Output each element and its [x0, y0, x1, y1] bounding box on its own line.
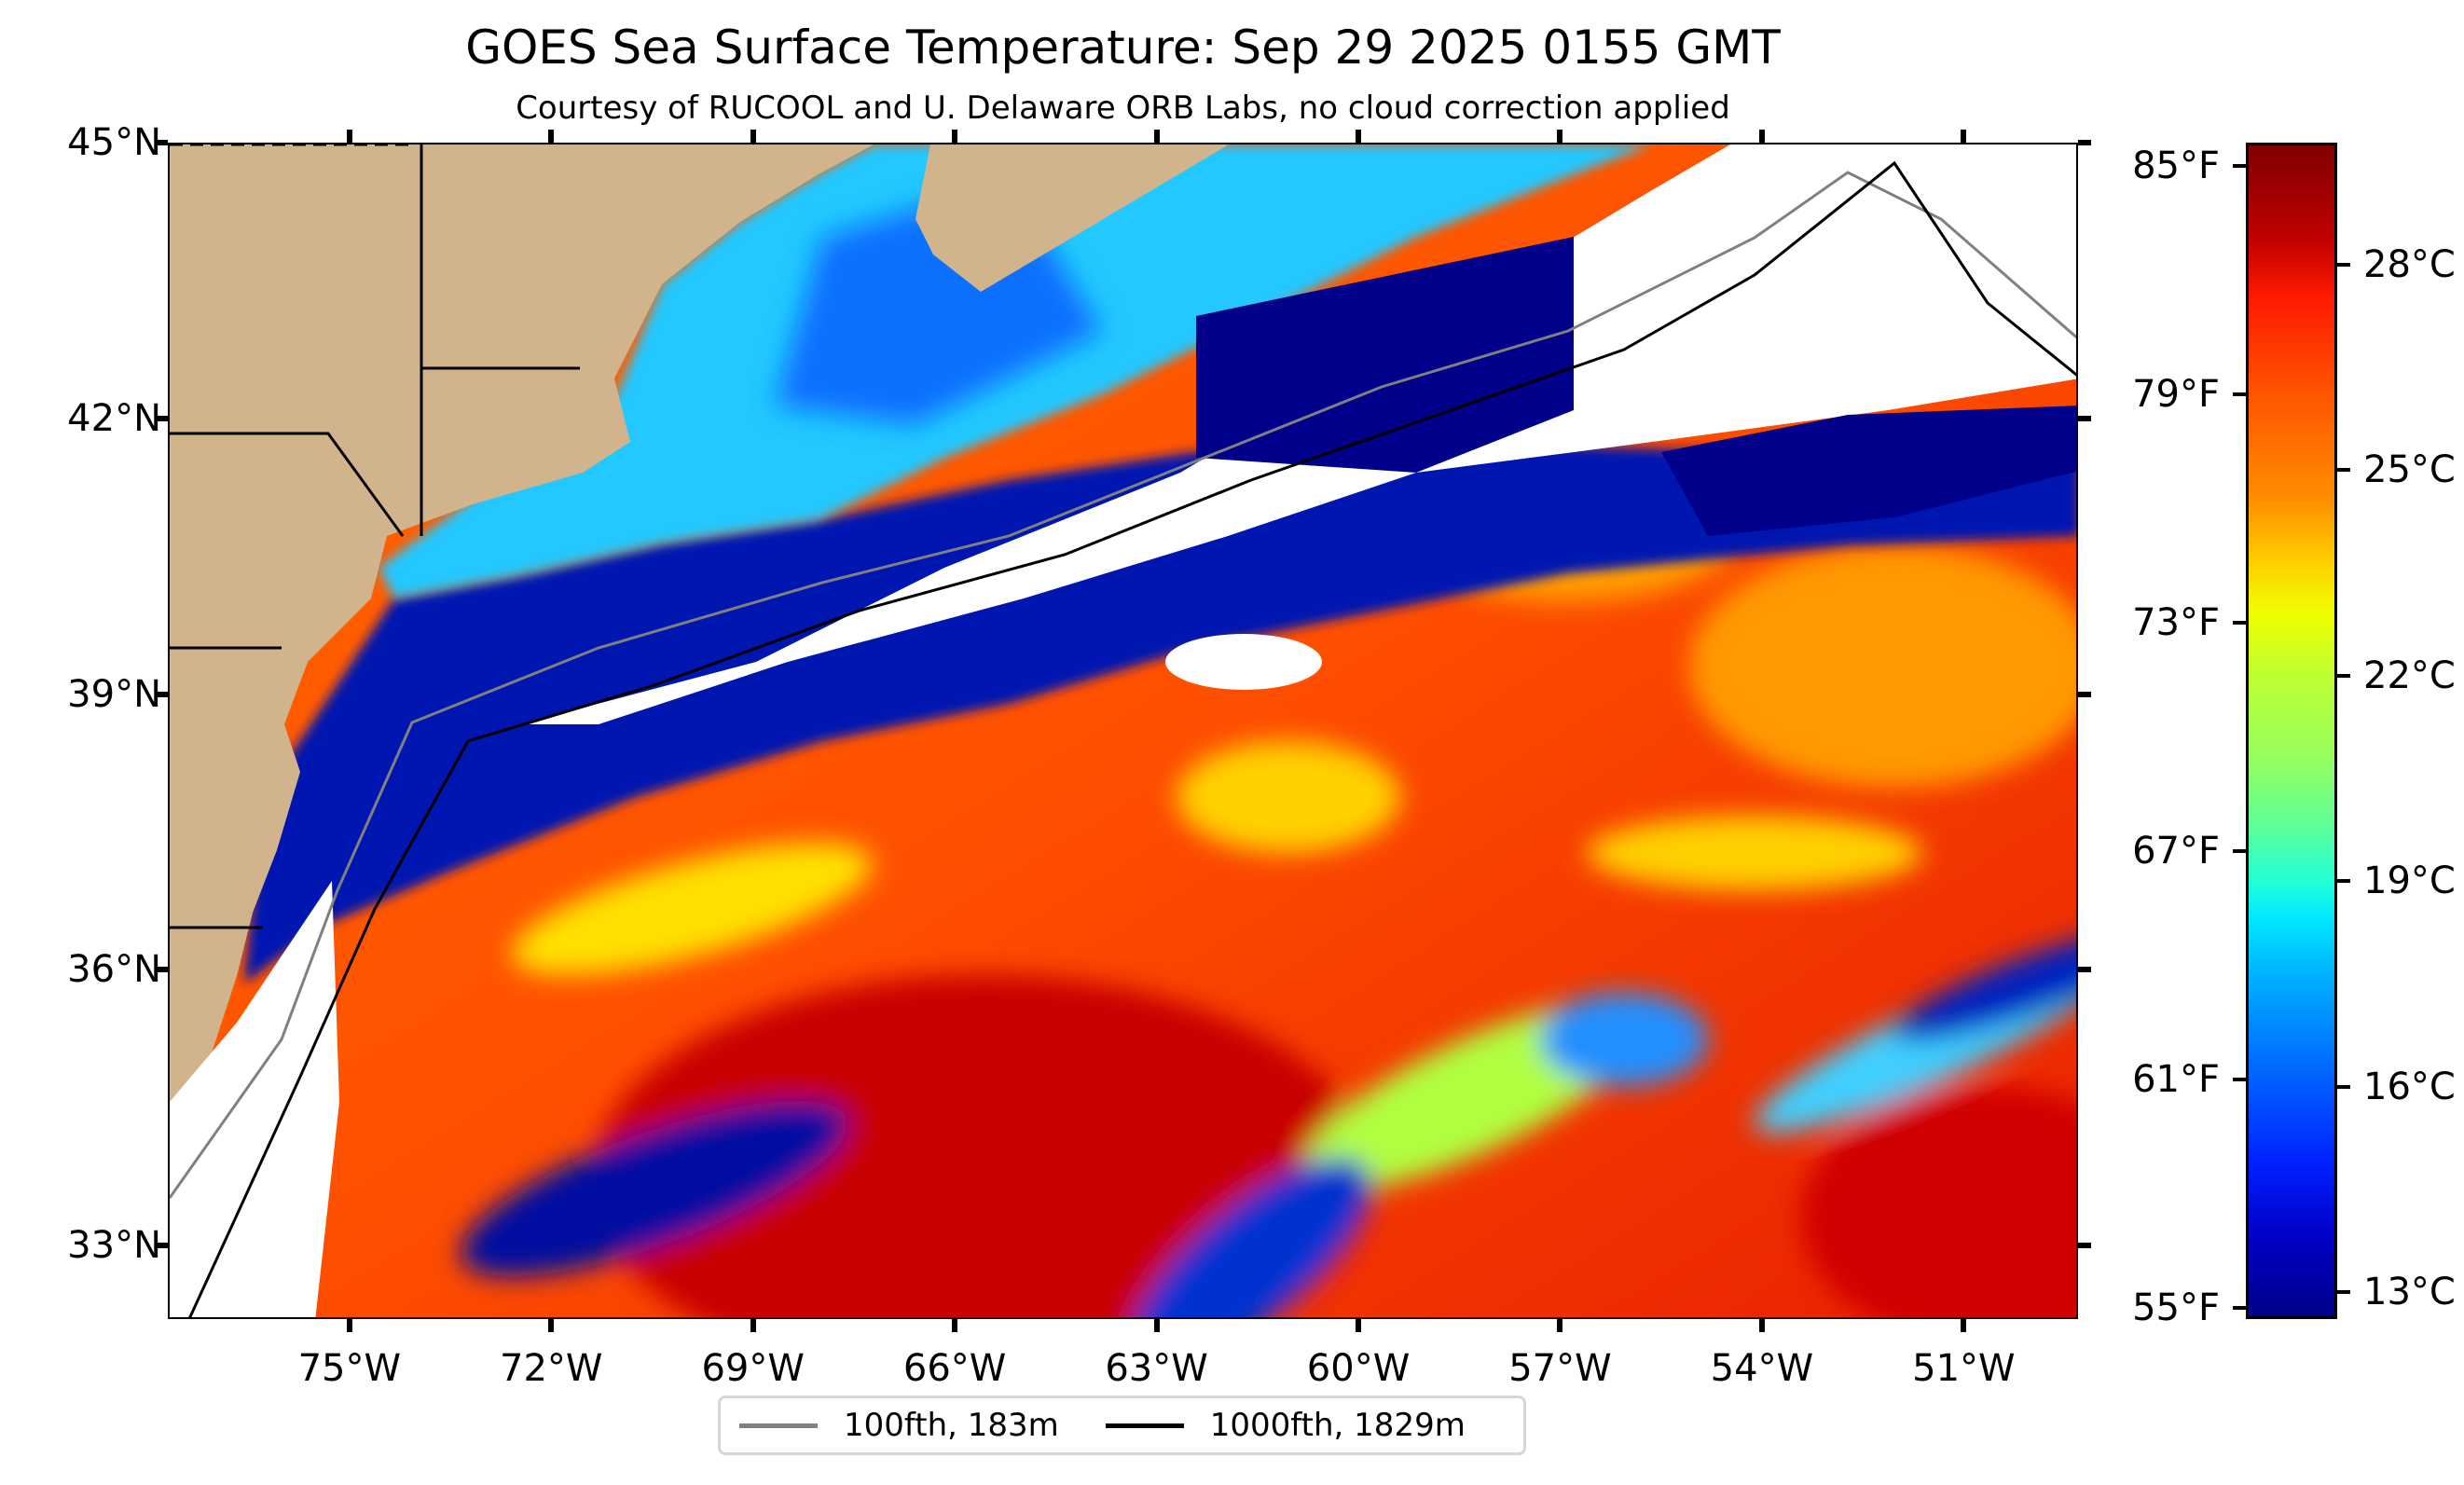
lat-tick-mark-right	[2078, 1243, 2091, 1249]
lon-tick-label: 66°W	[902, 1347, 1007, 1390]
isobath-1000fth	[188, 160, 2076, 1317]
lon-tick-mark-top	[952, 130, 958, 143]
lon-tick-label: 51°W	[1912, 1347, 2016, 1390]
lon-tick-label: 63°W	[1105, 1347, 1208, 1390]
lat-tick-mark	[155, 1243, 168, 1249]
sst-features	[461, 471, 2076, 1317]
lat-tick-mark-right	[2078, 415, 2091, 421]
lon-tick-mark-top	[1356, 130, 1362, 143]
lon-tick-label: 54°W	[1710, 1347, 1814, 1390]
lon-tick-mark-top	[1961, 130, 1967, 143]
lat-tick-mark	[155, 691, 168, 697]
lat-tick-mark-right	[2078, 140, 2091, 145]
colorbar-c-tick	[2337, 673, 2350, 678]
land-nova-scotia	[915, 144, 1229, 292]
lon-tick-mark	[346, 1319, 352, 1332]
colorbar-f-label: 73°F	[2132, 600, 2220, 644]
colorbar-f-tick	[2233, 392, 2246, 396]
colorbar-c-tick	[2337, 468, 2350, 473]
lon-tick-mark	[548, 1319, 555, 1332]
lon-tick-label: 75°W	[297, 1347, 402, 1390]
lon-tick-mark	[750, 1319, 756, 1332]
chart-title: GOES Sea Surface Temperature: Sep 29 202…	[465, 21, 1781, 75]
colorbar-f-tick	[2233, 1305, 2246, 1310]
lon-tick-mark-top	[1557, 130, 1563, 143]
colorbar-f-tick	[2233, 1077, 2246, 1081]
sst-map-image	[170, 144, 2076, 1317]
colorbar-f-label: 61°F	[2132, 1057, 2220, 1101]
cold-patch	[1196, 237, 1574, 473]
lon-tick-label: 72°W	[500, 1347, 603, 1390]
lat-tick-label: 39°N	[67, 672, 161, 716]
lon-tick-mark	[1153, 1319, 1160, 1332]
lon-tick-mark-top	[346, 130, 352, 143]
colorbar-c-label: 25°C	[2363, 448, 2456, 492]
lon-tick-mark-top	[548, 130, 555, 143]
lon-tick-label: 60°W	[1306, 1347, 1411, 1390]
lon-tick-mark-top	[750, 130, 756, 143]
isobath-100fth	[170, 171, 2076, 1199]
legend: 100fth, 183m 1000fth, 1829m	[718, 1396, 1526, 1455]
colorbar-c-tick	[2337, 262, 2350, 267]
colorbar-c-tick	[2337, 1290, 2350, 1295]
cold-band	[244, 424, 2076, 983]
land	[170, 144, 874, 1102]
lat-tick-label: 36°N	[67, 948, 161, 992]
lon-tick-mark	[1758, 1319, 1765, 1332]
lat-tick-mark	[155, 415, 168, 421]
colorbar-f-tick	[2233, 848, 2246, 853]
colorbar-c-label: 16°C	[2363, 1065, 2456, 1108]
colorbar-c-tick	[2337, 879, 2350, 884]
colorbar-c-label: 13°C	[2363, 1271, 2456, 1314]
colorbar-c-label: 19°C	[2363, 859, 2456, 903]
lat-tick-mark-right	[2078, 691, 2091, 697]
colorbar-c-label: 22°C	[2363, 653, 2456, 697]
colorbar-c-tick	[2337, 1084, 2350, 1089]
state-boundaries	[170, 144, 580, 929]
colorbar-f-label: 67°F	[2132, 829, 2220, 873]
sst-map	[168, 143, 2078, 1319]
lon-tick-mark	[952, 1319, 958, 1332]
colorbar-f-label: 85°F	[2132, 144, 2220, 187]
lat-tick-label: 33°N	[67, 1224, 161, 1268]
lon-tick-mark-top	[1153, 130, 1160, 143]
legend-label: 1000fth, 1829m	[1209, 1407, 1466, 1444]
lon-tick-mark	[1557, 1319, 1563, 1332]
colorbar-c-label: 28°C	[2363, 242, 2456, 286]
lat-tick-mark	[155, 140, 168, 145]
legend-item-1000fth: 1000fth, 1829m	[1105, 1407, 1466, 1444]
colorbar-f-label: 55°F	[2132, 1286, 2220, 1329]
lat-tick-label: 45°N	[67, 121, 161, 164]
colorbar	[2246, 143, 2337, 1319]
legend-line-black	[1105, 1423, 1184, 1428]
legend-item-100fth: 100fth, 183m	[739, 1407, 1059, 1444]
lon-tick-label: 57°W	[1508, 1347, 1612, 1390]
lat-tick-mark	[155, 967, 168, 973]
chart-subtitle: Courtesy of RUCOOL and U. Delaware ORB L…	[516, 89, 1730, 127]
lon-tick-label: 69°W	[701, 1347, 805, 1390]
colorbar-f-tick	[2233, 163, 2246, 168]
lat-tick-label: 42°N	[67, 396, 161, 440]
lon-tick-mark-top	[1758, 130, 1765, 143]
cloud-hatteras	[170, 881, 339, 1317]
cold-patch-east	[1661, 406, 2076, 536]
colorbar-f-label: 79°F	[2132, 372, 2220, 416]
colorbar-f-tick	[2233, 620, 2246, 625]
legend-label: 100fth, 183m	[844, 1407, 1059, 1444]
lat-tick-mark-right	[2078, 967, 2091, 973]
lon-tick-mark	[1961, 1319, 1967, 1332]
legend-line-gray	[739, 1423, 818, 1428]
cloud-lens	[1165, 634, 1322, 690]
lon-tick-mark	[1356, 1319, 1362, 1332]
